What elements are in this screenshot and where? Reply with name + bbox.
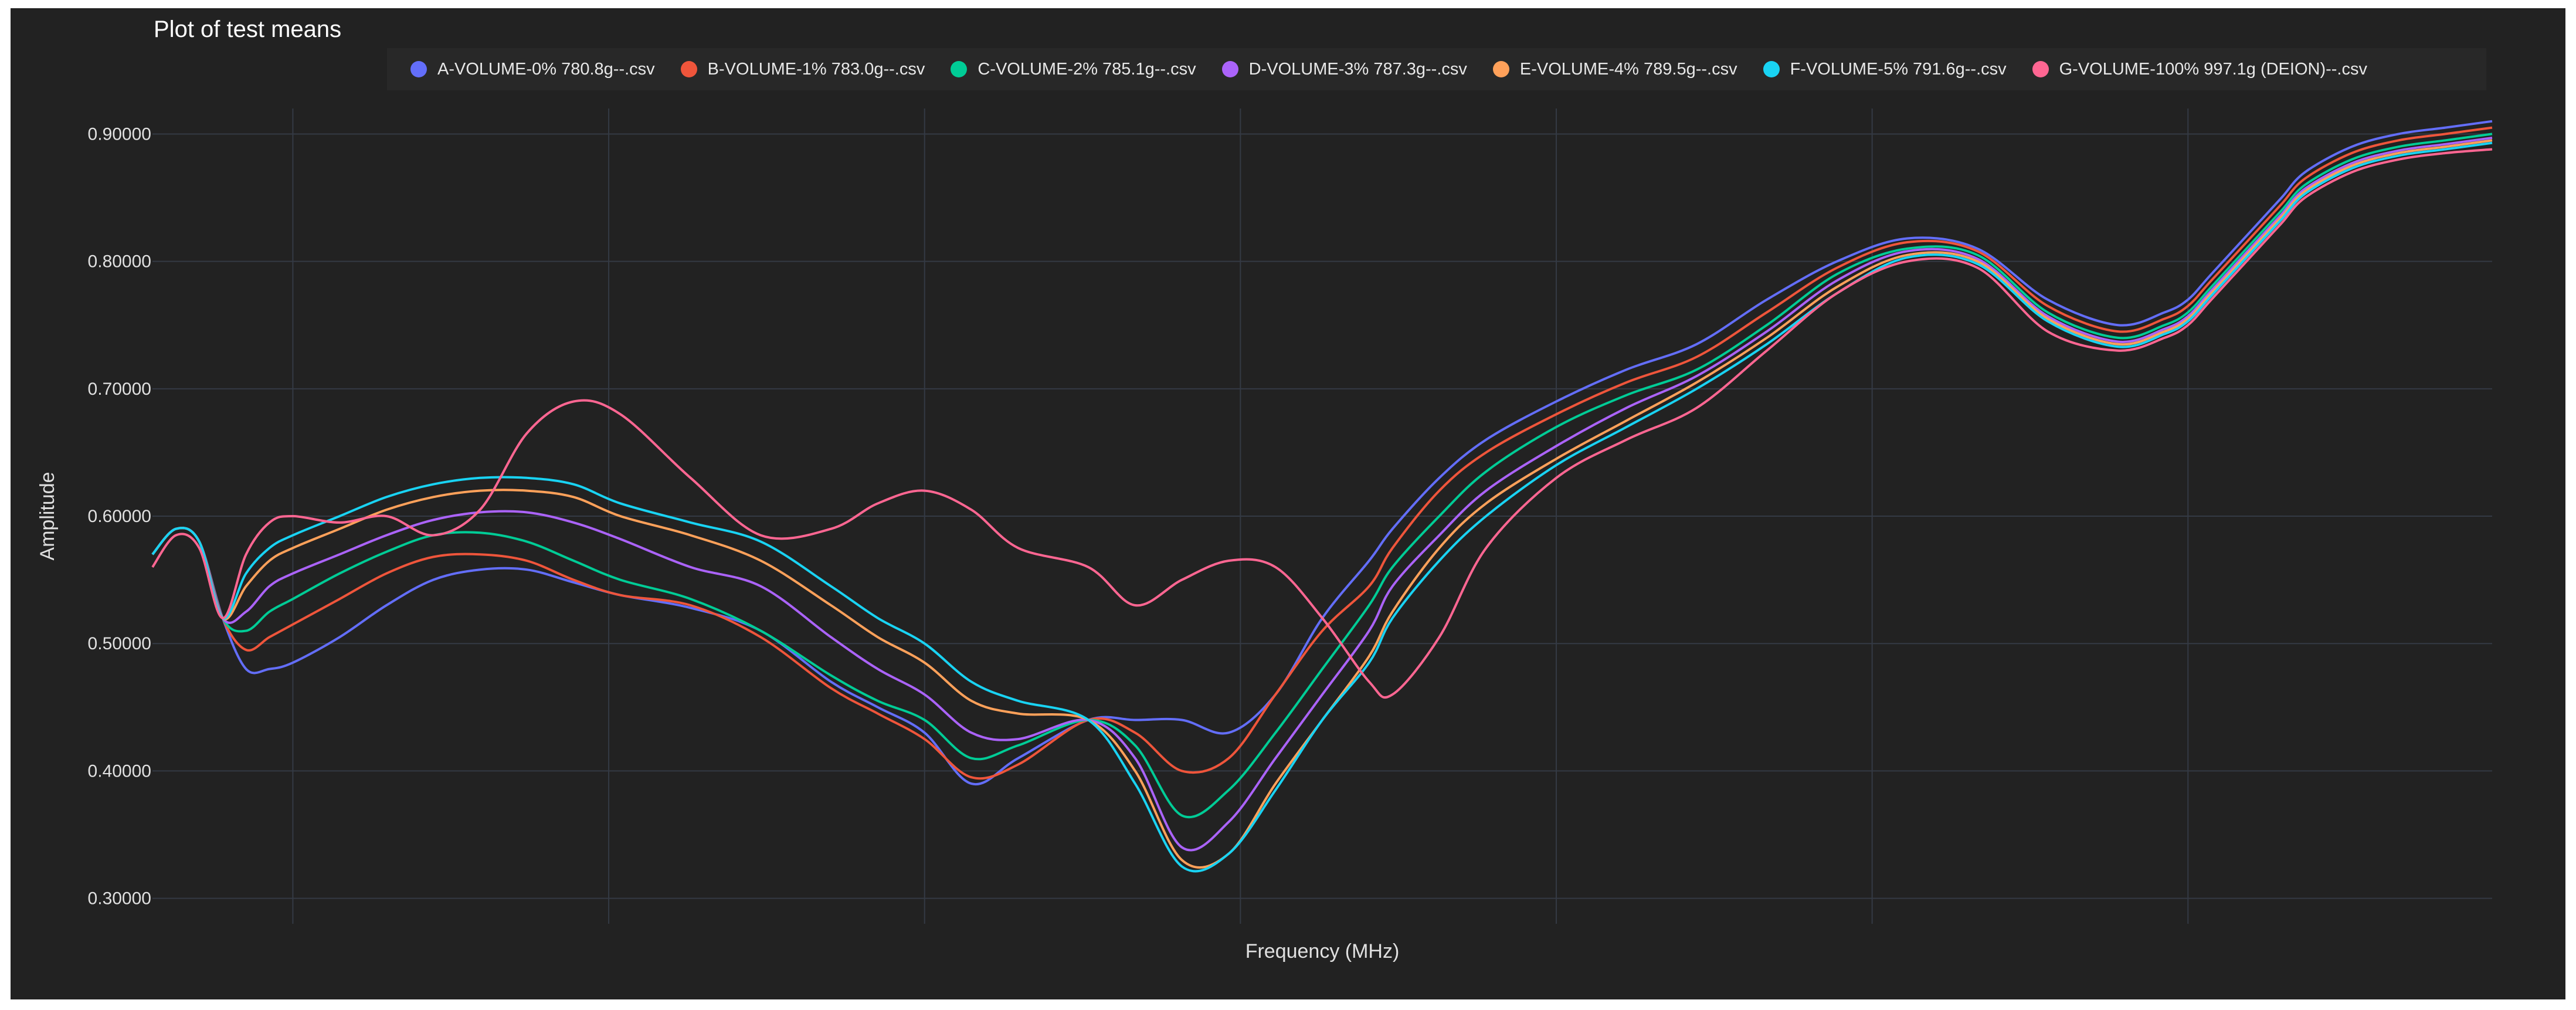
y-tick-label: 0.50000: [88, 634, 151, 653]
chart-background: [11, 8, 2565, 999]
legend-marker-icon: [951, 61, 968, 77]
legend-item-a[interactable]: A-VOLUME-0% 780.8g--.csv: [410, 60, 655, 79]
y-tick-label: 0.70000: [88, 379, 151, 399]
y-tick-label: 0.30000: [88, 889, 151, 909]
series-line-c[interactable]: [151, 133, 2493, 819]
y-tick-label: 0.40000: [88, 761, 151, 781]
legend-marker-icon: [1221, 61, 1238, 77]
legend-label: B-VOLUME-1% 783.0g--.csv: [707, 59, 925, 79]
series-line-g[interactable]: [151, 148, 2493, 699]
legend-marker-icon: [1492, 61, 1509, 77]
legend: A-VOLUME-0% 780.8g--.csv B-VOLUME-1% 783.…: [387, 48, 2486, 90]
series-line-f[interactable]: [151, 141, 2493, 873]
series-line-d[interactable]: [151, 137, 2493, 852]
y-tick-label: 0.90000: [88, 124, 151, 144]
legend-marker-icon: [1763, 61, 1780, 77]
legend-label: D-VOLUME-3% 787.3g--.csv: [1248, 59, 1467, 79]
legend-marker-icon: [680, 61, 697, 77]
y-tick-label: 0.80000: [88, 252, 151, 272]
legend-item-b[interactable]: B-VOLUME-1% 783.0g--.csv: [680, 59, 925, 79]
series-line-e[interactable]: [151, 139, 2493, 869]
y-axis-label: Amplitude: [36, 472, 59, 560]
legend-label: C-VOLUME-2% 785.1g--.csv: [978, 59, 1196, 79]
legend-marker-icon: [410, 61, 427, 77]
legend-item-f[interactable]: F-VOLUME-5% 791.6g--.csv: [1763, 60, 2007, 79]
series-line-b[interactable]: [151, 126, 2493, 780]
legend-label: F-VOLUME-5% 791.6g--.csv: [1790, 59, 2007, 79]
legend-marker-icon: [2032, 61, 2049, 77]
legend-item-c[interactable]: C-VOLUME-2% 785.1g--.csv: [951, 60, 1196, 79]
chart-title: Plot of test means: [154, 16, 342, 42]
legend-label: A-VOLUME-0% 780.8g--.csv: [437, 59, 655, 79]
y-tick-label: 0.60000: [88, 507, 151, 526]
legend-item-g[interactable]: G-VOLUME-100% 997.1g (DEION)--.csv: [2032, 60, 2367, 79]
legend-label: G-VOLUME-100% 997.1g (DEION)--.csv: [2059, 59, 2367, 79]
series-line-a[interactable]: [151, 120, 2493, 786]
legend-item-e[interactable]: E-VOLUME-4% 789.5g--.csv: [1492, 59, 1737, 79]
legend-item-d[interactable]: D-VOLUME-3% 787.3g--.csv: [1221, 59, 1467, 79]
legend-label: E-VOLUME-4% 789.5g--.csv: [1519, 59, 1737, 79]
x-axis-label: Frequency (MHz): [1245, 940, 1400, 962]
